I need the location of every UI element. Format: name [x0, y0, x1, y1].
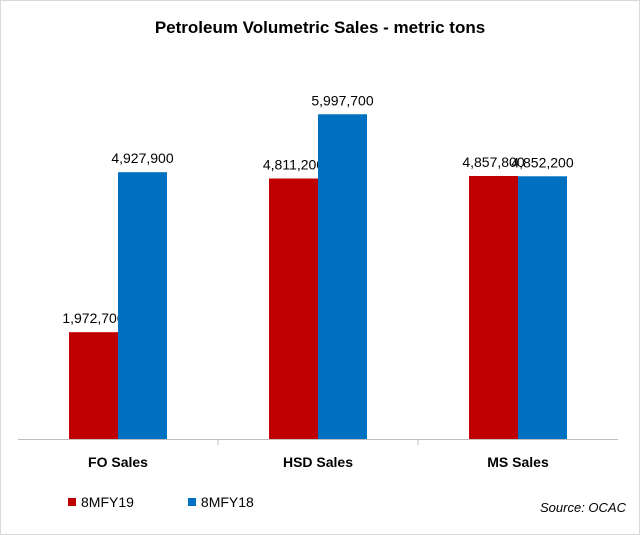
category-label: HSD Sales: [283, 454, 353, 470]
bar-8mfy18-hsd-sales: [318, 114, 367, 439]
legend-swatch-8mfy18: [187, 498, 196, 506]
legend-item-8mfy19: 8MFY19: [68, 494, 134, 510]
data-label: 4,927,900: [111, 150, 173, 166]
data-label: 5,997,700: [311, 92, 373, 108]
legend-swatch-8mfy19: [68, 498, 76, 506]
legend-label-8mfy18: 8MFY18: [200, 494, 254, 510]
bar-8mfy19-hsd-sales: [269, 178, 318, 440]
legend-label-8mfy19: 8MFY19: [81, 494, 134, 510]
bar-8mfy18-ms-sales: [518, 176, 567, 439]
category-label: FO Sales: [88, 454, 148, 470]
data-label: 4,852,200: [511, 154, 573, 170]
data-label: 4,857,800: [462, 154, 524, 170]
legend-item-8mfy18: 8MFY18: [187, 494, 254, 510]
data-label: 4,811,200: [263, 157, 324, 173]
data-label: 1,972,700: [62, 310, 124, 326]
bar-8mfy19-ms-sales: [469, 175, 518, 439]
bar-8mfy18-fo-sales: [118, 172, 167, 440]
source-note: Source: OCAC: [540, 500, 626, 515]
bar-8mfy19-fo-sales: [69, 332, 118, 439]
legend: 8MFY19 8MFY18: [68, 494, 308, 510]
category-label: MS Sales: [487, 454, 549, 470]
chart-title: Petroleum Volumetric Sales - metric tons: [154, 18, 486, 37]
